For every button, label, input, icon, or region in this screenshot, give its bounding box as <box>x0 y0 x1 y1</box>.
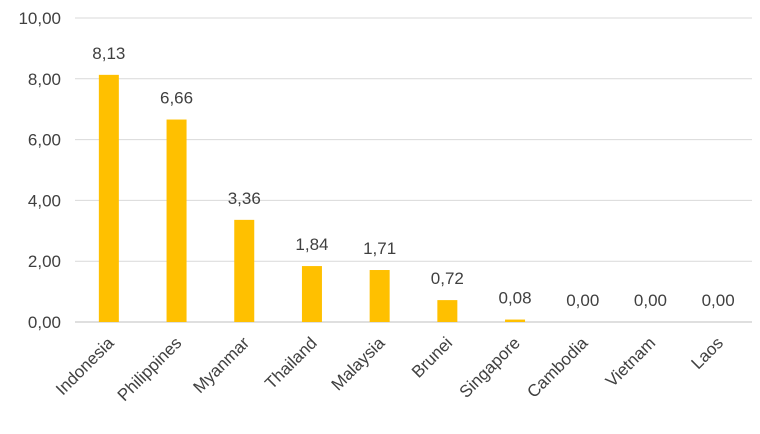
category-label: Thailand <box>261 333 321 393</box>
y-tick-label: 8,00 <box>28 70 61 89</box>
bar <box>301 266 322 322</box>
data-labels: 8,13 6,66 3,36 1,84 1,71 0,72 0,08 0,00 0,00 0,00 <box>92 44 734 310</box>
category-label: Philippines <box>114 333 186 405</box>
category-label: Indonesia <box>52 333 118 399</box>
category-label: Vietnam <box>602 333 659 390</box>
category-label: Laos <box>687 333 727 373</box>
data-label: 6,66 <box>160 89 193 108</box>
data-label: 8,13 <box>92 44 125 63</box>
data-label: 1,71 <box>363 239 396 258</box>
bar <box>437 300 458 322</box>
category-label: Cambodia <box>523 333 592 402</box>
bar <box>369 270 390 322</box>
category-label: Brunei <box>408 333 456 381</box>
y-axis-ticks: 0,00 2,00 4,00 6,00 8,00 10,00 <box>18 9 61 332</box>
y-tick-label: 4,00 <box>28 191 61 210</box>
y-tick-label: 0,00 <box>28 313 61 332</box>
data-label: 0,08 <box>499 289 532 308</box>
data-label: 1,84 <box>295 235 328 254</box>
category-label: Malaysia <box>328 333 389 394</box>
data-label: 0,00 <box>634 291 667 310</box>
bar <box>234 219 255 322</box>
category-label: Singapore <box>456 333 524 401</box>
data-label: 0,00 <box>566 291 599 310</box>
y-tick-label: 6,00 <box>28 131 61 150</box>
category-label: Myanmar <box>190 333 254 397</box>
bar <box>166 119 187 322</box>
bar <box>98 74 119 323</box>
bar <box>505 319 526 322</box>
y-tick-label: 10,00 <box>18 9 61 28</box>
gridlines <box>75 17 752 323</box>
data-label: 3,36 <box>228 189 261 208</box>
bars <box>98 74 526 323</box>
data-label: 0,72 <box>431 269 464 288</box>
data-label: 0,00 <box>702 291 735 310</box>
y-tick-label: 2,00 <box>28 252 61 271</box>
